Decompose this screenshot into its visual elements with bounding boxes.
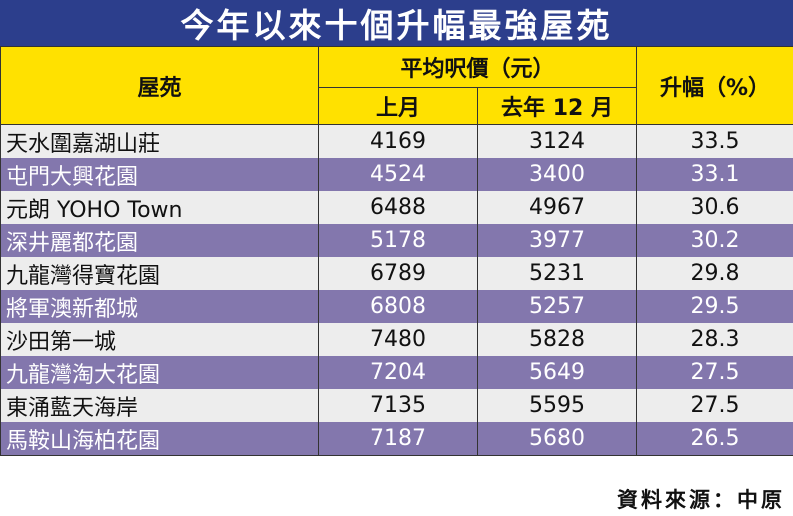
table-row: 沙田第一城 7480 5828 28.3 (0, 323, 793, 356)
cell-last-month: 5178 (318, 224, 478, 257)
cell-estate: 九龍灣淘大花園 (0, 356, 319, 389)
col-header-last-month: 上月 (318, 87, 478, 125)
cell-increase: 29.8 (636, 257, 793, 290)
cell-last-month: 6808 (318, 290, 478, 323)
page-title: 今年以來十個升幅最強屋苑 (180, 6, 613, 45)
cell-prev-period: 5649 (476, 356, 638, 389)
cell-last-month: 7135 (318, 389, 478, 422)
table-row: 天水圍嘉湖山莊 4169 3124 33.5 (0, 124, 793, 158)
cell-estate: 沙田第一城 (0, 323, 319, 356)
cell-estate: 深井麗都花園 (0, 224, 319, 257)
source-note: 資料來源：中原 (617, 488, 785, 512)
cell-increase: 27.5 (636, 389, 793, 422)
col-header-price-group: 平均呎價（元） (317, 46, 638, 88)
table-row: 東涌藍天海岸 7135 5595 27.5 (0, 389, 793, 422)
table-row: 將軍澳新都城 6808 5257 29.5 (0, 290, 793, 323)
cell-estate: 天水圍嘉湖山莊 (0, 124, 319, 158)
header-subrow: 上月 去年 12 月 (1, 87, 793, 125)
cell-prev-period: 3400 (476, 158, 638, 191)
cell-prev-period: 3977 (476, 224, 638, 257)
cell-last-month: 7187 (318, 422, 478, 456)
cell-last-month: 6789 (318, 257, 478, 290)
col-header-estate: 屋苑 (0, 46, 319, 125)
cell-increase: 26.5 (636, 422, 793, 456)
cell-estate: 屯門大興花園 (0, 158, 319, 191)
cell-increase: 30.6 (636, 191, 793, 224)
header-row: 屋苑 平均呎價（元） 升幅（%） (0, 46, 793, 125)
cell-prev-period: 5680 (476, 422, 638, 456)
table-row: 元朗 YOHO Town 6488 4967 30.6 (0, 191, 793, 224)
cell-estate: 元朗 YOHO Town (0, 191, 319, 224)
col-header-prev-period: 去年 12 月 (476, 87, 638, 125)
cell-last-month: 7480 (318, 323, 478, 356)
cell-prev-period: 5231 (476, 257, 638, 290)
table-row: 深井麗都花園 5178 3977 30.2 (0, 224, 793, 257)
cell-estate: 將軍澳新都城 (0, 290, 319, 323)
cell-prev-period: 3124 (476, 124, 638, 158)
cell-prev-period: 5828 (476, 323, 638, 356)
table-row: 屯門大興花園 4524 3400 33.1 (0, 158, 793, 191)
table-row: 九龍灣得寶花園 6789 5231 29.8 (0, 257, 793, 290)
cell-last-month: 7204 (318, 356, 478, 389)
cell-estate: 東涌藍天海岸 (0, 389, 319, 422)
cell-increase: 28.3 (636, 323, 793, 356)
cell-prev-period: 4967 (476, 191, 638, 224)
table-body: 天水圍嘉湖山莊 4169 3124 33.5 屯門大興花園 4524 3400 33.1 元朗 … (0, 124, 793, 456)
cell-last-month: 4169 (318, 124, 478, 158)
cell-increase: 33.5 (636, 124, 793, 158)
cell-increase: 30.2 (636, 224, 793, 257)
cell-estate: 九龍灣得寶花園 (0, 257, 319, 290)
table-row: 九龍灣淘大花園 7204 5649 27.5 (0, 356, 793, 389)
cell-increase: 33.1 (636, 158, 793, 191)
cell-prev-period: 5595 (476, 389, 638, 422)
cell-increase: 27.5 (636, 356, 793, 389)
cell-increase: 29.5 (636, 290, 793, 323)
cell-last-month: 4524 (318, 158, 478, 191)
cell-prev-period: 5257 (476, 290, 638, 323)
cell-estate: 馬鞍山海柏花園 (0, 422, 319, 456)
ranking-table: 屋苑 平均呎價（元） 升幅（%） 上月 去年 12 月 天水圍嘉湖山莊 4169 3… (0, 46, 793, 456)
cell-last-month: 6488 (318, 191, 478, 224)
table-row: 馬鞍山海柏花園 7187 5680 26.5 (0, 422, 793, 456)
title-bar: 今年以來十個升幅最強屋苑 (0, 0, 793, 46)
col-header-increase: 升幅（%） (636, 46, 793, 125)
